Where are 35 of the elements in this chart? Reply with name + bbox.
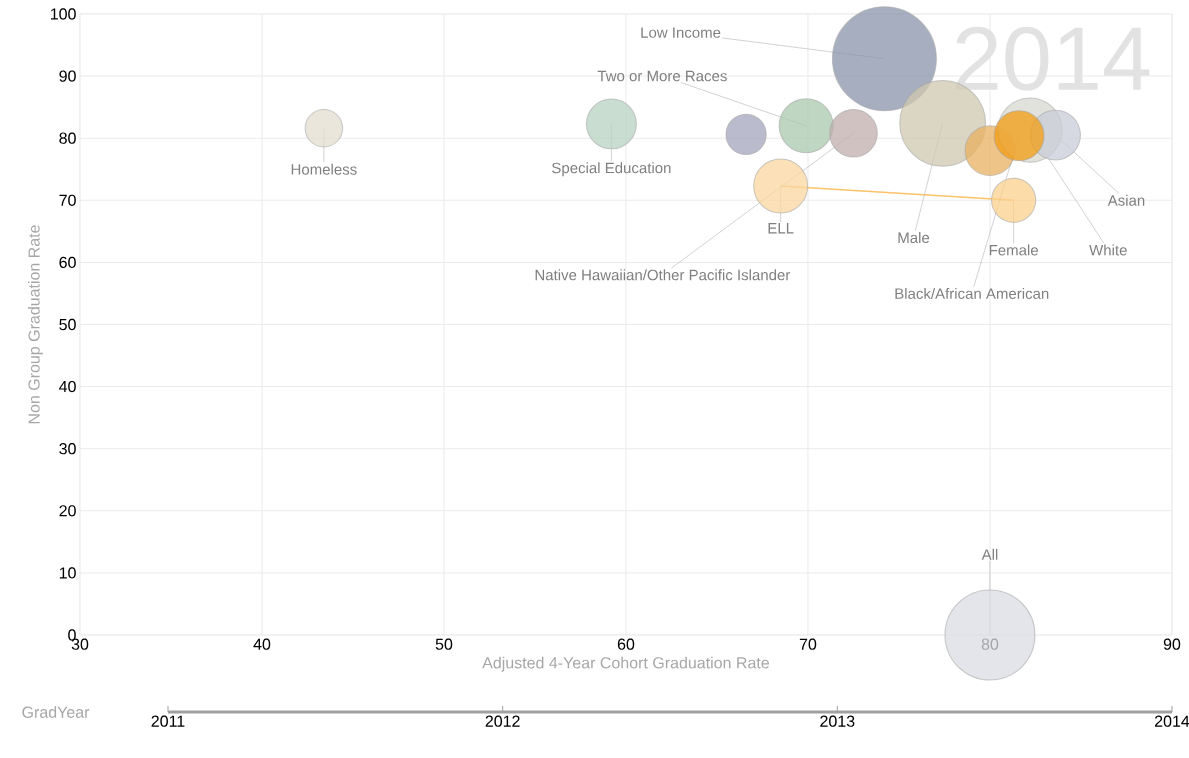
y-tick-label: 50 (59, 318, 76, 331)
x-axis-title: Adjusted 4-Year Cohort Graduation Rate (482, 656, 770, 672)
x2-axis-title: GradYear (22, 706, 90, 718)
x-tick-label: 50 (435, 638, 453, 650)
y-tick-label: 70 (59, 194, 76, 206)
y-axis-title: Non Group Graduation Rate (28, 225, 43, 424)
annotation: Black/African American (895, 287, 1049, 299)
x-tick-label: 80 (981, 638, 999, 650)
annotation: Native Hawaiian/Other Pacific Islander (535, 269, 791, 281)
x2-tick-label: 2012 (485, 715, 520, 727)
annotation: All (981, 548, 998, 560)
x2-tick-label: 2013 (820, 715, 855, 727)
annotation: ELL (768, 223, 794, 234)
x2-tick-label: 2014 (1154, 715, 1189, 727)
y-tick-label: 40 (59, 380, 76, 393)
annotation: Special Education (552, 162, 671, 177)
annotation: Male (898, 232, 930, 244)
y-tick-label: 90 (59, 70, 76, 82)
y-tick-label: 60 (59, 256, 76, 269)
x-tick-label: 40 (253, 638, 271, 650)
annotation: Two or More Races (597, 70, 727, 82)
x2-tick-label: 2011 (151, 715, 185, 727)
x-tick-label: 70 (799, 638, 817, 650)
y-tick-label: 80 (59, 132, 76, 144)
annotation: Low Income (641, 27, 721, 38)
annotation: Female (989, 244, 1038, 256)
x-tick-label: 60 (617, 638, 635, 650)
annotation: Asian (1107, 194, 1145, 206)
y-tick-label: 20 (59, 505, 76, 517)
annotation: Homeless (291, 163, 357, 175)
annotation: White (1089, 244, 1127, 256)
y-tick-label: 100 (50, 8, 76, 20)
y-tick-label: 10 (59, 567, 76, 579)
y-tick-label: 30 (59, 443, 76, 455)
x-tick-label: 90 (1163, 638, 1181, 650)
